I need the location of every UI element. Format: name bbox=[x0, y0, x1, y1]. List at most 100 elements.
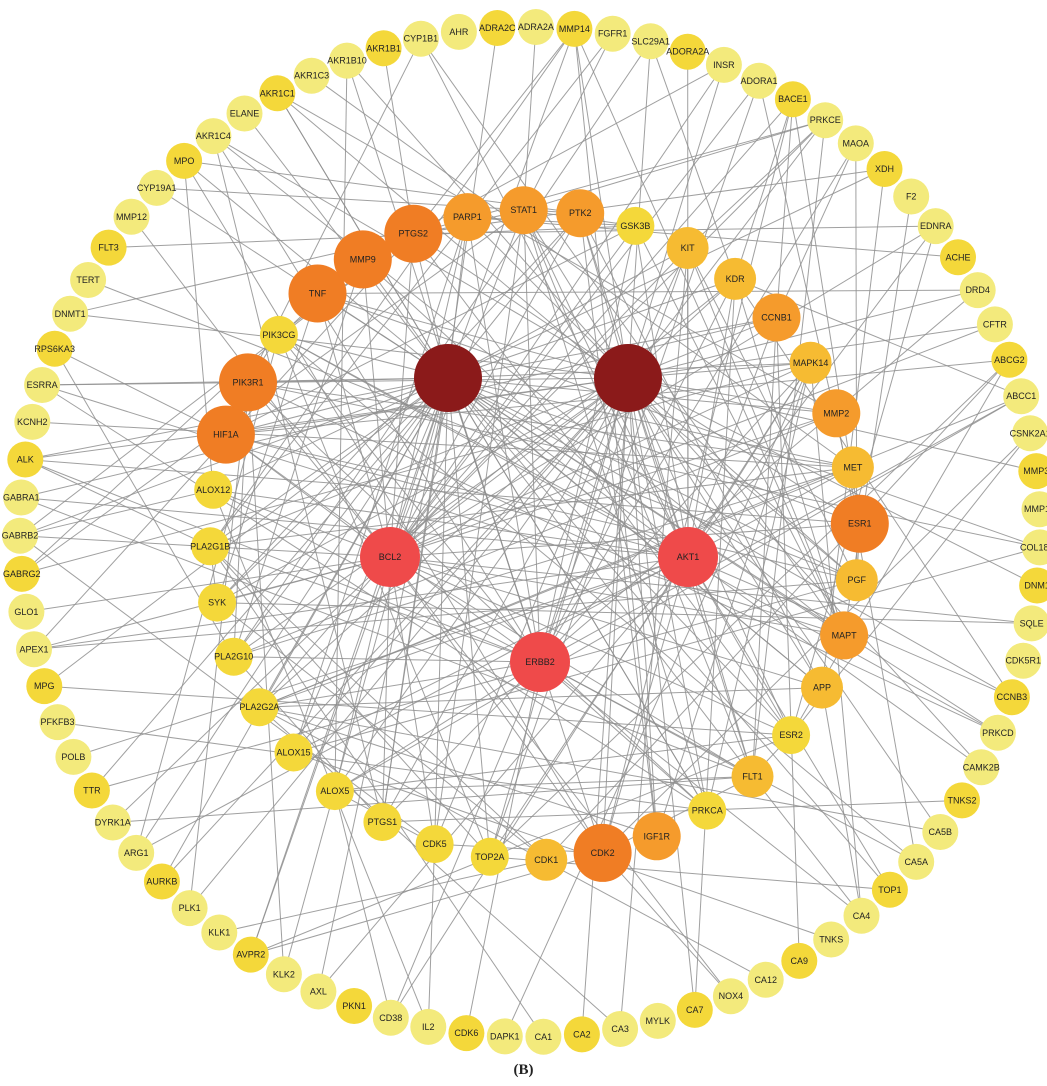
node-prkcd: PRKCD bbox=[979, 714, 1016, 751]
network-edge bbox=[233, 259, 364, 657]
node-circle bbox=[143, 863, 180, 900]
network-edge bbox=[389, 556, 1032, 624]
node-circle bbox=[94, 804, 131, 841]
node-circle bbox=[991, 341, 1028, 378]
node-label: MPO bbox=[174, 156, 195, 166]
node-circle bbox=[741, 62, 777, 99]
network-edge bbox=[112, 776, 753, 823]
node-circle bbox=[384, 204, 443, 263]
node-akr1c4: AKR1C4 bbox=[195, 118, 232, 155]
network-edge bbox=[412, 28, 575, 235]
node-circle bbox=[415, 825, 454, 864]
node-polb: POLB bbox=[55, 738, 92, 775]
node-circle bbox=[315, 772, 354, 811]
node-label: TTR bbox=[83, 786, 101, 796]
network-edge bbox=[389, 278, 736, 558]
node-label: DNM1 bbox=[1024, 581, 1047, 591]
node-circle bbox=[8, 593, 45, 630]
network-edge bbox=[389, 556, 436, 845]
node-mmp14: MMP14 bbox=[556, 10, 593, 47]
node-circle bbox=[39, 704, 76, 741]
network-edge bbox=[32, 421, 853, 468]
network-edge bbox=[362, 259, 391, 558]
node-circle bbox=[259, 75, 296, 112]
node-label: DNMT1 bbox=[55, 309, 86, 319]
network-edge bbox=[259, 706, 621, 1030]
node-circle bbox=[1013, 605, 1047, 642]
network-edge bbox=[687, 225, 937, 558]
node-cd38: CD38 bbox=[372, 999, 409, 1036]
node-label: CA9 bbox=[791, 956, 809, 966]
node-circle bbox=[1005, 642, 1042, 679]
node-adra2a: ADRA2A bbox=[518, 9, 554, 45]
node-circle bbox=[525, 838, 568, 881]
node-circle bbox=[293, 57, 330, 94]
node-mmp13: MMP13 bbox=[1021, 491, 1047, 528]
node-cyp19a1: CYP19A1 bbox=[137, 169, 176, 206]
node-mpg: MPG bbox=[26, 668, 63, 705]
node-circle bbox=[781, 942, 818, 979]
node-kcnh2: KCNH2 bbox=[14, 403, 51, 440]
node-circle bbox=[632, 812, 681, 861]
node-label: TOP1 bbox=[878, 885, 901, 895]
node-label: DRD4 bbox=[965, 285, 990, 295]
node-label: ESRRA bbox=[27, 380, 58, 390]
network-edge bbox=[33, 579, 857, 650]
network-edge bbox=[627, 377, 837, 414]
node-label: CCNB1 bbox=[761, 313, 792, 323]
node-cdk6: CDK6 bbox=[448, 1015, 485, 1052]
node-abcg2: ABCG2 bbox=[991, 341, 1028, 378]
node-circle bbox=[240, 688, 279, 727]
node-label: ABCG2 bbox=[994, 355, 1025, 365]
node-plk1: PLK1 bbox=[171, 890, 208, 927]
network-edge bbox=[466, 217, 541, 663]
node-adra2c: ADRA2C bbox=[479, 10, 516, 46]
node-label: AXL bbox=[310, 987, 327, 997]
node-avpr2: AVPR2 bbox=[232, 936, 269, 973]
node-circle bbox=[274, 733, 313, 772]
node-circle bbox=[410, 1008, 447, 1045]
node-circle bbox=[333, 230, 392, 289]
network-edge bbox=[687, 556, 982, 768]
network-edge bbox=[390, 362, 812, 1019]
node-akr1b1: AKR1B1 bbox=[365, 30, 402, 67]
node-circle bbox=[166, 142, 203, 179]
node-mmp3: MMP3 bbox=[1018, 453, 1047, 490]
node-label: RPS6KA3 bbox=[34, 344, 75, 354]
network-edge bbox=[293, 556, 689, 753]
node-klk2: KLK2 bbox=[265, 956, 302, 993]
node-ptgs1: PTGS1 bbox=[363, 803, 402, 841]
node-col18a1: COL18A1 bbox=[1020, 529, 1047, 566]
network-edge bbox=[44, 685, 792, 736]
node-label: SYK bbox=[208, 598, 226, 608]
node-layer: BCL2 AKT1 ERBB2 PIK3CG TNF MMP9 PTGS2 PARP1 STAT… bbox=[2, 9, 1047, 1055]
node-circle bbox=[820, 611, 869, 660]
node-circle bbox=[2, 517, 38, 554]
network-edge bbox=[317, 377, 449, 992]
node-circle bbox=[198, 583, 237, 622]
node-label: CAMK2B bbox=[963, 762, 1000, 772]
node-parp1: PARP1 bbox=[443, 193, 492, 242]
node-circle bbox=[979, 714, 1016, 751]
node-label: APP bbox=[813, 683, 831, 693]
network-edge bbox=[213, 135, 845, 636]
network-edge bbox=[250, 734, 792, 956]
node-esrra: ESRRA bbox=[24, 367, 61, 403]
network-edge bbox=[317, 293, 1040, 548]
network-edge bbox=[687, 247, 858, 581]
node-label: AKR1C3 bbox=[294, 71, 329, 81]
network-edge bbox=[447, 317, 777, 379]
network-edge bbox=[752, 120, 826, 777]
node-label: CD38 bbox=[379, 1013, 402, 1023]
network-edge bbox=[70, 313, 629, 379]
network-edge bbox=[420, 38, 845, 636]
node-label: GABRB2 bbox=[2, 531, 39, 541]
node-circle bbox=[3, 479, 40, 516]
node-circle bbox=[499, 186, 548, 235]
node-label: STAT1 bbox=[510, 205, 537, 215]
node-circle bbox=[55, 738, 92, 775]
node-kdr: KDR bbox=[714, 257, 757, 300]
node-top1: TOP1 bbox=[871, 871, 908, 908]
network-edge bbox=[389, 225, 636, 558]
network-edge bbox=[545, 359, 1010, 861]
